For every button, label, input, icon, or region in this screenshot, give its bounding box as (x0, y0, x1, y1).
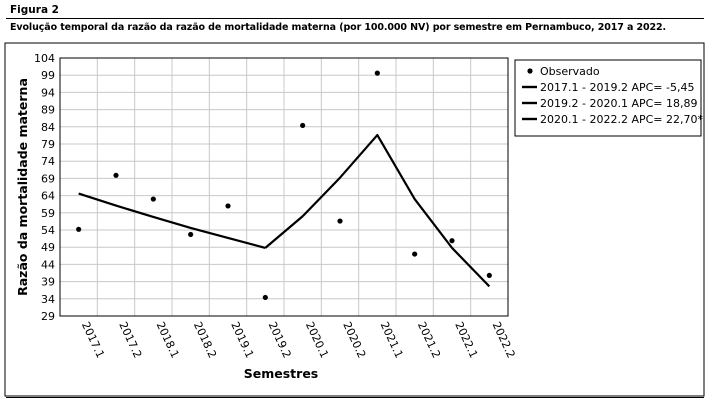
trend-lines (78, 133, 491, 288)
y-tick-label: 94 (41, 86, 55, 99)
x-tick-label: 2020.1 (303, 320, 331, 360)
x-tick-label: 2017.1 (79, 320, 107, 360)
legend-box (514, 59, 702, 137)
y-tick-label: 104 (34, 52, 55, 65)
trend-line (264, 215, 304, 249)
legend-label: 2020.1 - 2022.2 APC= 22,70* (540, 113, 703, 126)
y-tick-label: 49 (41, 241, 55, 254)
observed-point (412, 251, 418, 257)
x-axis-ticks: 2017.1 2017.2 2018.1 2018.2 2019.1 2019.2 2020… (79, 320, 518, 360)
figure-caption: Evolução temporal da razão da razão de m… (10, 22, 667, 33)
y-tick-label: 69 (41, 172, 55, 185)
observed-point (76, 226, 82, 232)
x-tick-label: 2019.2 (266, 320, 294, 360)
grid-lines (60, 57, 508, 317)
observed-point (225, 203, 231, 209)
legend-label: Observado (540, 65, 600, 78)
y-tick-label: 74 (41, 155, 55, 168)
figure-label: Figura 2 (10, 4, 59, 16)
observed-point (374, 70, 380, 76)
plot-area (59, 57, 509, 317)
y-tick-label: 59 (41, 207, 55, 220)
y-axis-ticks: 29 34 39 44 49 54 59 64 69 74 79 84 89 94 99 104 (34, 52, 55, 323)
x-axis-title: Semestres (244, 366, 318, 381)
observed-point (449, 238, 455, 244)
observed-point (150, 196, 156, 202)
y-axis-title: Razão da mortalidade materna (15, 78, 30, 296)
legend-label: 2017.1 - 2019.2 APC= -5,45 (540, 81, 694, 94)
x-tick-label: 2019.1 (228, 320, 256, 360)
trend-line (301, 133, 491, 288)
chart-frame (4, 42, 705, 397)
trend-line (78, 192, 266, 249)
observed-point (113, 172, 119, 178)
y-tick-label: 44 (41, 258, 55, 271)
x-tick-label: 2022.1 (452, 320, 480, 360)
y-tick-label: 99 (41, 69, 55, 82)
y-tick-label: 89 (41, 104, 55, 117)
x-tick-label: 2017.2 (116, 320, 144, 360)
x-tick-label: 2020.2 (340, 320, 368, 360)
top-rule (6, 18, 704, 19)
y-tick-label: 34 (41, 293, 55, 306)
y-tick-label: 29 (41, 310, 55, 323)
observed-points (76, 70, 492, 301)
x-tick-label: 2022.2 (490, 320, 518, 360)
legend: Observado 2017.1 - 2019.2 APC= -5,45 2019.… (522, 65, 703, 126)
legend-point-marker (527, 68, 533, 74)
x-tick-label: 2018.1 (154, 320, 182, 360)
bottom-rule (6, 397, 704, 398)
legend-label: 2019.2 - 2020.1 APC= 18,89 (540, 97, 697, 110)
y-tick-label: 84 (41, 121, 55, 134)
x-tick-label: 2021.2 (415, 320, 443, 360)
y-tick-label: 79 (41, 138, 55, 151)
observed-point (300, 122, 306, 129)
observed-point (262, 294, 268, 301)
x-tick-label: 2021.1 (378, 320, 406, 360)
observed-point (486, 272, 492, 279)
observed-point (188, 231, 194, 238)
y-tick-label: 64 (41, 190, 55, 203)
y-tick-label: 39 (41, 276, 55, 289)
x-tick-label: 2018.2 (191, 320, 219, 360)
y-tick-label: 54 (41, 224, 55, 237)
observed-point (337, 218, 343, 224)
